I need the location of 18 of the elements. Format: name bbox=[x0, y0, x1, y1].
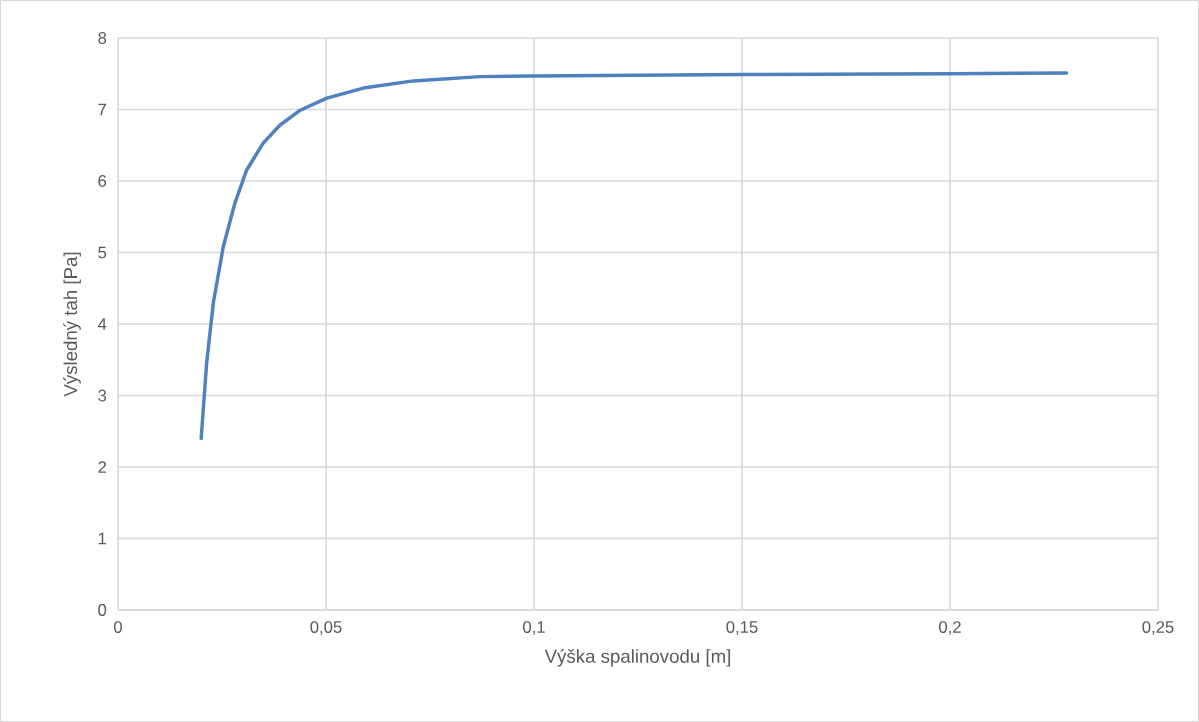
y-axis-title: Výsledný tah [Pa] bbox=[63, 252, 81, 397]
x-tick-label: 0,2 bbox=[939, 621, 961, 635]
y-tick-label: 0 bbox=[98, 604, 107, 616]
line-series bbox=[199, 71, 1069, 441]
y-tick-label: 5 bbox=[98, 246, 107, 259]
x-axis-title: Výška spalinovodu [m] bbox=[544, 648, 730, 667]
y-tick-label: 1 bbox=[98, 532, 107, 545]
x-tick-label: 0,05 bbox=[310, 621, 342, 635]
y-tick-label: 6 bbox=[98, 175, 107, 187]
y-tick-label: 7 bbox=[98, 103, 107, 116]
y-tick-label: 2 bbox=[98, 461, 107, 473]
y-tick-label: 8 bbox=[98, 32, 107, 44]
x-tick-label: 0,25 bbox=[1142, 621, 1174, 635]
x-tick-label: 0 bbox=[114, 621, 122, 633]
y-tick-label: 3 bbox=[98, 389, 107, 402]
y-tick-label: 4 bbox=[97, 318, 107, 330]
x-tick-label: 0,15 bbox=[726, 621, 758, 635]
x-tick-label: 0,1 bbox=[523, 621, 545, 635]
